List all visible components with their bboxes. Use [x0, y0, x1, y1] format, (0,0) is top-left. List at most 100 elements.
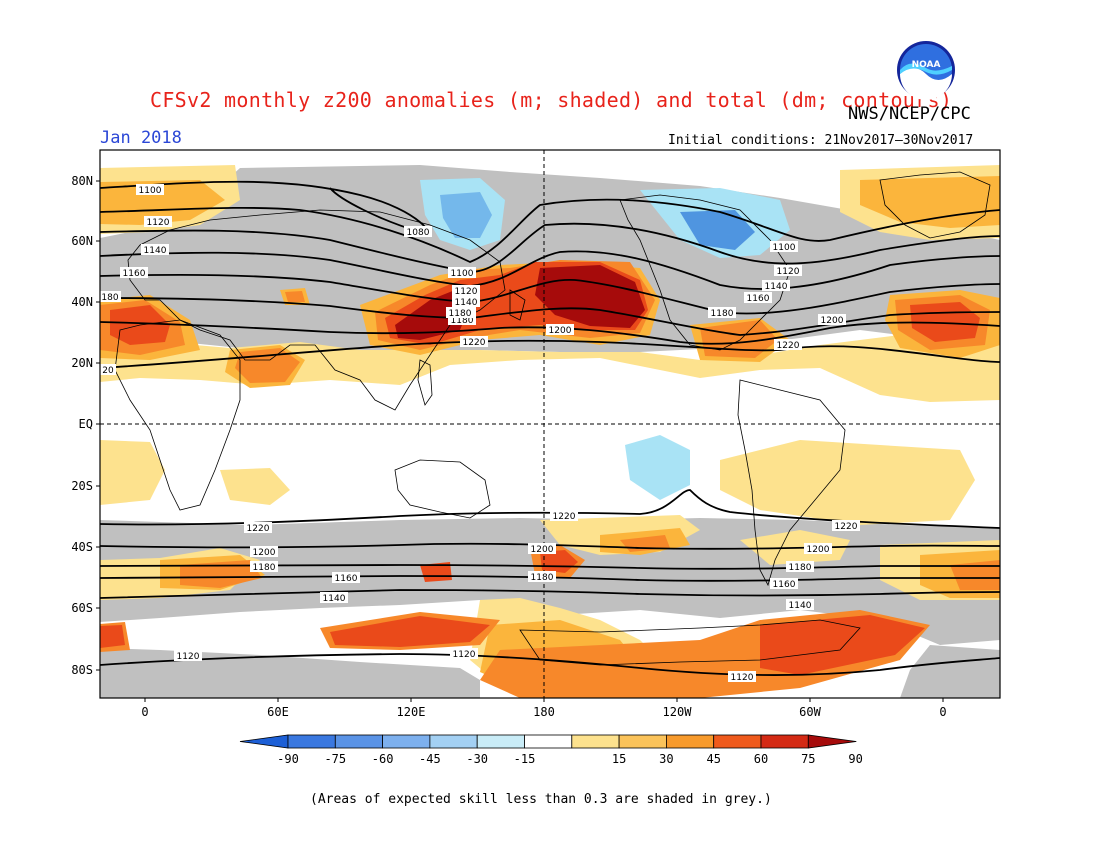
colorbar-label-5: -15 — [514, 752, 536, 766]
agency-label: NWS/NCEP/CPC — [848, 104, 971, 124]
contour-label-6: 1120 — [455, 287, 478, 297]
contour-label-19: 180 — [101, 293, 118, 303]
contour-label-31: 1160 — [773, 580, 796, 590]
colorbar-label-3: -45 — [419, 752, 441, 766]
contour-label-bg-2 — [141, 244, 169, 255]
contour-label-21: 1220 — [247, 524, 270, 534]
contour-label-36: 1120 — [731, 673, 754, 683]
contour-label-13: 1120 — [777, 267, 800, 277]
lon-label-2: 120E — [397, 705, 426, 719]
colorbar-label-11: 90 — [848, 752, 862, 766]
contour-label-bg-17 — [818, 314, 846, 325]
contour-label-bg-22 — [550, 510, 578, 521]
contour-label-bg-9 — [448, 314, 476, 325]
contour-label-37: 1180 — [449, 309, 472, 319]
colorbar-label-6: 15 — [612, 752, 626, 766]
colorbar-label-1: -75 — [324, 752, 346, 766]
contour-label-bg-24 — [250, 546, 278, 557]
colorbar-box-3 — [382, 734, 431, 749]
lon-label-6: 0 — [939, 705, 946, 719]
colorbar-box-5 — [476, 734, 525, 749]
contour-label-bg-16 — [708, 307, 736, 318]
lon-label-4: 120W — [663, 705, 693, 719]
contour-labels: 1100112011401160108011001120114011601180… — [100, 184, 860, 683]
colorbar-label-2: -60 — [372, 752, 394, 766]
contour-label-29: 1180 — [789, 563, 812, 573]
lon-label-3: 180 — [533, 705, 555, 719]
colorbar-box-4 — [429, 734, 478, 749]
colorbar-box-2 — [334, 734, 383, 749]
contour-label-15: 1160 — [747, 294, 770, 304]
contour-label-34: 1120 — [177, 652, 200, 662]
anomaly-positive-verystrong — [100, 262, 980, 675]
contour-label-30: 1160 — [335, 574, 358, 584]
contour-label-bg-29 — [786, 561, 814, 572]
colorbar-label-8: 45 — [706, 752, 720, 766]
lon-label-0: 0 — [141, 705, 148, 719]
contour-label-4: 1080 — [407, 228, 430, 238]
contour-label-28: 1180 — [531, 573, 554, 583]
chart-title: CFSv2 monthly z200 anomalies (m; shaded)… — [150, 88, 953, 112]
contour-label-bg-20 — [100, 364, 116, 375]
contour-label-bg-3 — [120, 267, 148, 278]
map-plot-area: 1100112011401160108011001120114011601180… — [100, 150, 1000, 698]
skill-footnote: (Areas of expected skill less than 0.3 a… — [310, 792, 772, 807]
contour-label-32: 1140 — [323, 594, 346, 604]
contour-label-10: 1200 — [549, 326, 572, 336]
initial-conditions: Initial conditions: 21Nov2017–30Nov2017 — [668, 133, 974, 148]
contour-label-bg-30 — [332, 572, 360, 583]
height-contours — [100, 180, 1000, 676]
contour-label-bg-21 — [244, 522, 272, 533]
contour-label-bg-28 — [528, 571, 556, 582]
colorbar-label-9: 60 — [754, 752, 768, 766]
contour-label-7: 1140 — [455, 298, 478, 308]
contour-label-12: 1100 — [773, 243, 796, 253]
contour-label-bg-10 — [546, 324, 574, 335]
contour-label-35: 1120 — [453, 650, 476, 660]
contour-label-bg-25 — [528, 543, 556, 554]
lat-label-3: 20N — [71, 356, 93, 370]
colorbar: -90 -75 -60 -45 -30 -15 15 30 45 60 75 90 — [239, 734, 863, 766]
forecast-month: Jan 2018 — [100, 128, 182, 148]
contour-label-bg-4 — [404, 226, 432, 237]
lat-label-4: EQ — [79, 417, 93, 431]
contour-label-bg-15 — [744, 292, 772, 303]
noaa-logo-text: NOAA — [912, 60, 941, 70]
contour-label-1: 1120 — [147, 218, 170, 228]
lat-label-5: 20S — [71, 479, 93, 493]
colorbar-label-4: -30 — [466, 752, 488, 766]
contour-label-bg-1 — [144, 216, 172, 227]
colorbar-box-11 — [760, 734, 809, 749]
contour-label-bg-23 — [832, 520, 860, 531]
lat-label-7: 60S — [71, 601, 93, 615]
lat-label-6: 40S — [71, 540, 93, 554]
contour-label-11: 1220 — [463, 338, 486, 348]
longitude-labels: 0 60E 120E 180 120W 60W 0 — [141, 698, 947, 719]
contour-label-3: 1160 — [123, 269, 146, 279]
colorbar-box-7 — [571, 734, 620, 749]
contour-label-bg-6 — [452, 285, 480, 296]
contour-label-bg-5 — [448, 267, 476, 278]
contour-label-26: 1200 — [807, 545, 830, 555]
contour-label-27: 1180 — [253, 563, 276, 573]
colorbar-arrow-left — [239, 734, 289, 749]
contour-label-33: 1140 — [789, 601, 812, 611]
contour-label-14: 1140 — [765, 282, 788, 292]
latitude-labels: 80N 60N 40N 20N EQ 20S 40S 60S 80S — [71, 174, 100, 677]
contour-label-bg-19 — [100, 291, 121, 302]
noaa-logo: NOAA — [897, 41, 955, 100]
contour-label-bg-27 — [250, 561, 278, 572]
lat-label-2: 40N — [71, 295, 93, 309]
contour-label-bg-14 — [762, 280, 790, 291]
contour-label-17: 1200 — [821, 316, 844, 326]
lat-label-1: 60N — [71, 234, 93, 248]
contour-label-bg-37 — [446, 307, 474, 318]
contour-label-0: 1100 — [139, 186, 162, 196]
contour-label-9: 1180 — [451, 316, 474, 326]
contour-label-bg-26 — [804, 543, 832, 554]
lon-label-1: 60E — [267, 705, 289, 719]
contour-label-2: 1140 — [144, 246, 167, 256]
contour-label-bg-36 — [728, 671, 756, 682]
colorbar-box-8 — [618, 734, 667, 749]
